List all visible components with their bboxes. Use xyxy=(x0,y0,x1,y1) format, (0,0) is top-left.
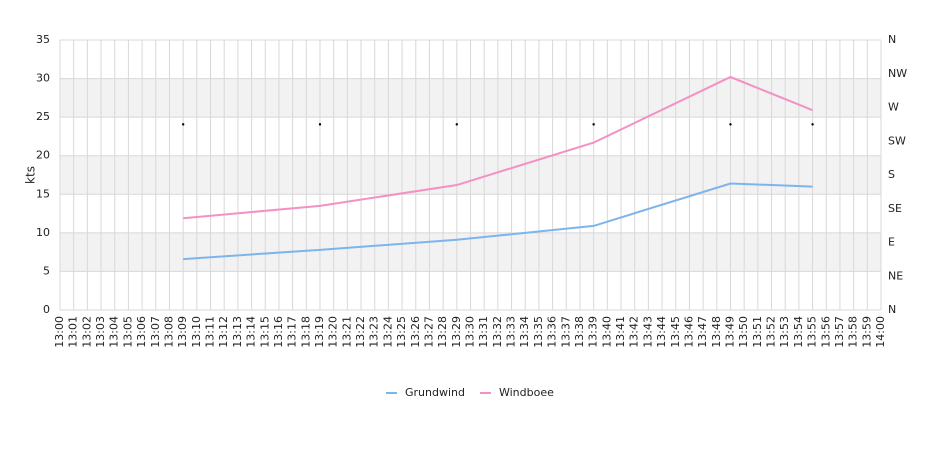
x-tick-label: 13:54 xyxy=(792,316,805,348)
direction-point xyxy=(729,123,732,126)
x-tick-label: 13:27 xyxy=(422,316,435,348)
y-tick-label: 35 xyxy=(36,33,50,46)
y2-tick-label: W xyxy=(888,101,899,114)
x-tick-label: 13:06 xyxy=(135,316,148,348)
x-tick-label: 13:10 xyxy=(190,316,203,348)
x-tick-label: 13:25 xyxy=(395,316,408,348)
y2-tick-label: NE xyxy=(888,269,903,282)
y2-tick-label: N xyxy=(888,303,896,316)
x-tick-label: 13:13 xyxy=(231,316,244,348)
y2-tick-label: SE xyxy=(888,202,902,215)
x-tick-label: 13:56 xyxy=(819,316,832,348)
series-line xyxy=(183,182,813,261)
x-tick-label: 13:20 xyxy=(327,316,340,348)
x-tick-label: 13:17 xyxy=(286,316,299,348)
x-tick-label: 13:29 xyxy=(450,316,463,348)
direction-point xyxy=(811,123,814,126)
x-tick-label: 13:24 xyxy=(381,316,394,348)
x-tick-label: 13:43 xyxy=(641,316,654,348)
x-tick-label: 13:09 xyxy=(176,316,189,348)
y-tick-label: 20 xyxy=(36,149,50,162)
x-tick-label: 13:53 xyxy=(778,316,791,348)
x-tick-label: 14:00 xyxy=(874,316,887,348)
x-tick-label: 13:05 xyxy=(121,316,134,348)
x-tick-label: 13:12 xyxy=(217,316,230,348)
direction-point xyxy=(455,123,459,126)
x-tick-label: 13:31 xyxy=(477,316,490,348)
x-tick-label: 13:45 xyxy=(669,316,682,348)
x-tick-label: 13:14 xyxy=(245,316,258,348)
x-tick-label: 13:28 xyxy=(436,316,449,348)
x-tick-label: 13:41 xyxy=(614,316,627,348)
x-tick-label: 13:48 xyxy=(710,316,723,348)
x-tick-label: 13:22 xyxy=(354,316,367,348)
x-tick-label: 13:32 xyxy=(491,316,504,348)
x-tick-label: 13:08 xyxy=(162,316,175,348)
x-tick-label: 13:07 xyxy=(149,316,162,348)
x-tick-label: 13:42 xyxy=(628,316,641,348)
x-tick-label: 13:59 xyxy=(860,316,873,348)
x-tick-label: 13:00 xyxy=(53,316,66,348)
y2-tick-label: NW xyxy=(888,67,907,80)
x-tick-label: 13:19 xyxy=(313,316,326,348)
x-tick-label: 13:35 xyxy=(532,316,545,348)
x-tick-label: 13:46 xyxy=(682,316,695,348)
x-tick-label: 13:40 xyxy=(600,316,613,348)
y2-tick-label: N xyxy=(888,33,896,46)
x-tick-label: 13:49 xyxy=(723,316,736,348)
x-tick-label: 13:38 xyxy=(573,316,586,348)
x-tick-label: 13:44 xyxy=(655,316,668,348)
x-tick-label: 13:16 xyxy=(272,316,285,348)
x-tick-label: 13:03 xyxy=(94,316,107,348)
x-tick-label: 13:37 xyxy=(559,316,572,348)
y2-tick-label: SW xyxy=(888,134,906,147)
legend-label: Windboee xyxy=(499,386,554,399)
x-tick-label: 13:39 xyxy=(587,316,600,348)
x-tick-label: 13:18 xyxy=(299,316,312,348)
direction-point xyxy=(592,123,595,126)
y-tick-label: 30 xyxy=(36,72,50,85)
x-tick-label: 13:58 xyxy=(847,316,860,348)
x-tick-label: 13:26 xyxy=(409,316,422,348)
x-tick-label: 13:52 xyxy=(765,316,778,348)
y-tick-label: 25 xyxy=(36,110,50,123)
legend-label: Grundwind xyxy=(405,386,465,399)
x-tick-label: 13:33 xyxy=(505,316,518,348)
y-axis-title: kts xyxy=(24,166,38,184)
x-tick-label: 13:11 xyxy=(204,316,217,348)
y-tick-label: 5 xyxy=(43,264,50,277)
y-tick-label: 10 xyxy=(36,226,50,239)
y-tick-label: 15 xyxy=(36,187,50,200)
y2-tick-label: S xyxy=(888,168,895,181)
series-line xyxy=(183,75,813,220)
x-tick-label: 13:30 xyxy=(464,316,477,348)
x-tick-label: 13:04 xyxy=(108,316,121,348)
x-tick-label: 13:34 xyxy=(518,316,531,348)
x-tick-label: 13:01 xyxy=(67,316,80,348)
x-tick-label: 13:15 xyxy=(258,316,271,348)
direction-point xyxy=(181,123,185,126)
y2-tick-label: E xyxy=(888,236,895,249)
y-tick-label: 0 xyxy=(43,303,50,316)
x-tick-label: 13:21 xyxy=(340,316,353,348)
x-tick-label: 13:55 xyxy=(806,316,819,348)
x-tick-label: 13:47 xyxy=(696,316,709,348)
x-tick-label: 13:51 xyxy=(751,316,764,348)
x-tick-label: 13:50 xyxy=(737,316,750,348)
x-tick-label: 13:02 xyxy=(80,316,93,348)
x-tick-label: 13:36 xyxy=(546,316,559,348)
x-tick-label: 13:23 xyxy=(368,316,381,348)
x-tick-label: 13:57 xyxy=(833,316,846,348)
direction-point xyxy=(318,123,322,126)
